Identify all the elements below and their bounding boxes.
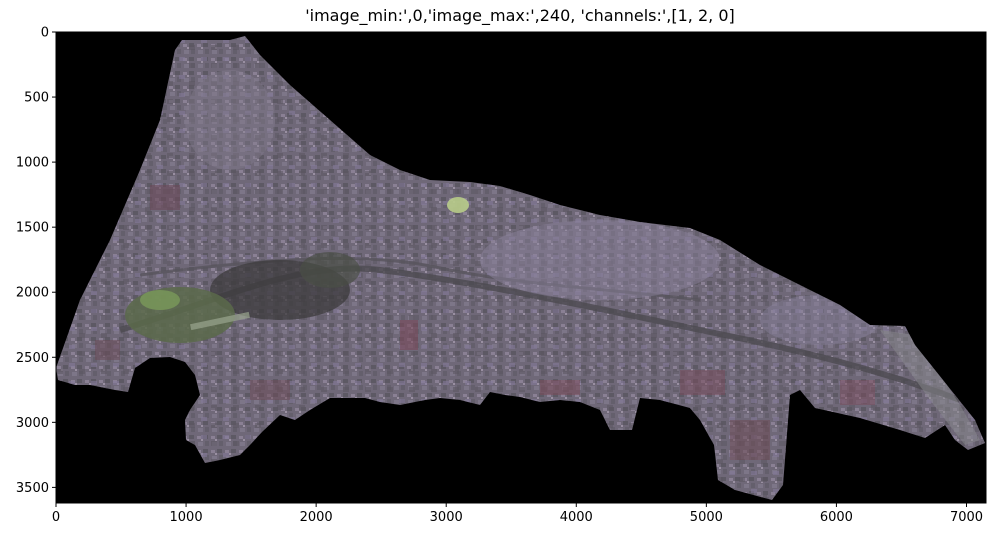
x-tick-label: 5000 [690, 510, 723, 525]
y-tick-label: 3000 [16, 416, 49, 431]
figure-title: 'image_min:',0,'image_max:',240, 'channe… [305, 6, 735, 26]
x-tick-label: 4000 [560, 510, 593, 525]
x-tick-label: 0 [52, 510, 60, 525]
y-tick-label: 1000 [16, 156, 49, 171]
x-tick-label: 3000 [430, 510, 463, 525]
y-axis: 0 500 1000 1500 2000 2500 3000 3500 [16, 26, 56, 496]
y-tick-label: 0 [41, 26, 49, 41]
y-tick-label: 1500 [16, 221, 49, 236]
x-tick-label: 2000 [300, 510, 333, 525]
x-axis: 0 1000 2000 3000 4000 5000 6000 7000 [52, 503, 983, 525]
y-tick-label: 500 [24, 91, 49, 106]
y-tick-label: 3500 [16, 481, 49, 496]
y-tick-label: 2000 [16, 286, 49, 301]
x-tick-label: 6000 [820, 510, 853, 525]
axes-frame [55, 31, 987, 504]
x-tick-label: 7000 [950, 510, 983, 525]
y-tick-label: 2500 [16, 351, 49, 366]
x-tick-label: 1000 [170, 510, 203, 525]
